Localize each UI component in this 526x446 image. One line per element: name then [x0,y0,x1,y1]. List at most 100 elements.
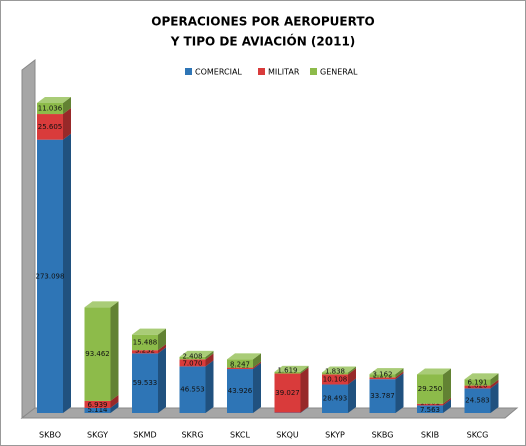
bar-top-shade [132,328,166,335]
bar-side-shade [205,360,214,413]
x-tick-label: SKBO [39,431,61,440]
bar-side-shade [490,382,499,413]
bar-side-shade [443,399,451,413]
bar-side-shade [63,133,71,413]
bar-segment [369,377,396,380]
bar-top [369,368,404,375]
bar-side-shade [300,406,309,413]
bar-side-shade [395,371,404,380]
bar-side [205,360,214,413]
bar-segment [132,334,158,351]
value-label: 2.408 [182,352,202,360]
bar-side-shade [158,328,166,351]
value-label: 24.583 [465,397,490,405]
value-label: 46.553 [180,386,205,394]
bar-top [84,301,119,308]
bar-top [227,353,261,360]
bar-side [300,365,309,374]
value-label: 39.027 [275,389,300,397]
bar-segment [464,385,491,389]
value-label: 29.250 [418,385,443,393]
value-label: 7.070 [182,359,202,367]
x-tick-label: SKGY [87,431,108,440]
value-label: 33.787 [370,392,395,400]
bar-top-shade [274,365,309,372]
value-label: 15.488 [133,338,158,346]
bar-side [63,108,71,140]
legend-swatch [310,68,317,75]
legend-label: MILITAR [268,68,300,77]
bar-side-shade [348,378,356,413]
x-tick-label: SKCG [467,431,489,440]
bar-side [443,397,451,406]
bar-side [395,368,404,378]
bar-top [464,373,499,380]
bar-segment [227,359,253,368]
bar-side-shade [158,347,166,413]
legend-swatch [258,68,265,75]
bar-segment [227,367,253,370]
legend-swatch [185,68,192,75]
bar-segment [322,372,348,375]
x-tick-label: SKMD [133,431,156,440]
bar-side-shade [253,361,261,370]
bar-segment [179,359,206,367]
bar-top-shade [322,366,356,373]
bar-side [395,371,404,380]
bar-side [443,368,451,404]
bar-top [274,365,309,372]
value-label: 8.247 [230,360,250,368]
bar-top-shade [417,368,451,375]
value-label: 6.191 [467,379,487,387]
bar-segment [37,114,63,140]
bar-segment [369,374,396,378]
x-tick-label: SKBG [372,431,394,440]
bar-side-shade [63,108,71,140]
bar-side-shade [490,373,499,386]
value-label: 28.493 [323,395,348,403]
bar-side-shade [205,350,214,360]
x-tick-label: SKQU [276,431,299,440]
bar-side-shade [110,394,119,408]
bar-segment [274,371,301,374]
bar-side [63,133,71,413]
value-label: 25.605 [38,123,63,131]
bar-side [158,328,166,351]
value-label: 1.838 [325,367,345,375]
value-label: 59.533 [133,379,158,387]
bar-segment [132,353,158,413]
x-tick-label: SKRG [181,431,203,440]
bar-top [179,350,214,357]
bar-side [490,373,499,386]
bar-segment [84,400,111,408]
bar-top [132,328,166,335]
value-label: 3.232 [135,346,155,354]
value-label: 1.619 [277,367,297,375]
bar-side-shade [443,397,451,406]
bar-side-shade [395,373,404,413]
bar-segment [179,356,206,360]
bar-segment [37,103,63,115]
bar-side [158,344,166,354]
bar-segment [179,366,206,413]
bar-side-shade [395,368,404,378]
bar-side-shade [300,367,309,413]
bar-side [348,366,356,375]
chart-title: OPERACIONES POR AEROPUERTO [151,15,374,29]
bar-side [490,379,499,389]
bar-segment [322,374,348,385]
bar-side [110,401,119,413]
value-label: 5.114 [87,406,108,414]
bar-side [205,353,214,367]
value-label: 11.036 [38,105,63,113]
value-label: 6.939 [87,401,107,409]
bar-side [348,368,356,385]
bar-side-shade [110,401,119,413]
bar-top-shade [179,350,214,357]
bar-segment [417,405,443,413]
bar-segment [132,350,158,354]
bar-side [300,406,309,413]
legend-label: COMERCIAL [195,68,242,77]
bar-side-shade [253,353,261,368]
value-label: 10.108 [323,375,348,383]
